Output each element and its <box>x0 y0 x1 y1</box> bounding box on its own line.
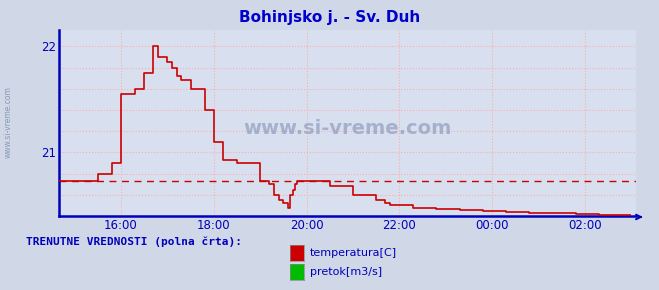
Text: www.si-vreme.com: www.si-vreme.com <box>243 119 452 138</box>
Text: temperatura[C]: temperatura[C] <box>310 248 397 258</box>
Text: TRENUTNE VREDNOSTI (polna črta):: TRENUTNE VREDNOSTI (polna črta): <box>26 237 243 247</box>
Text: www.si-vreme.com: www.si-vreme.com <box>4 86 13 158</box>
Text: pretok[m3/s]: pretok[m3/s] <box>310 267 382 277</box>
Text: Bohinjsko j. - Sv. Duh: Bohinjsko j. - Sv. Duh <box>239 10 420 25</box>
